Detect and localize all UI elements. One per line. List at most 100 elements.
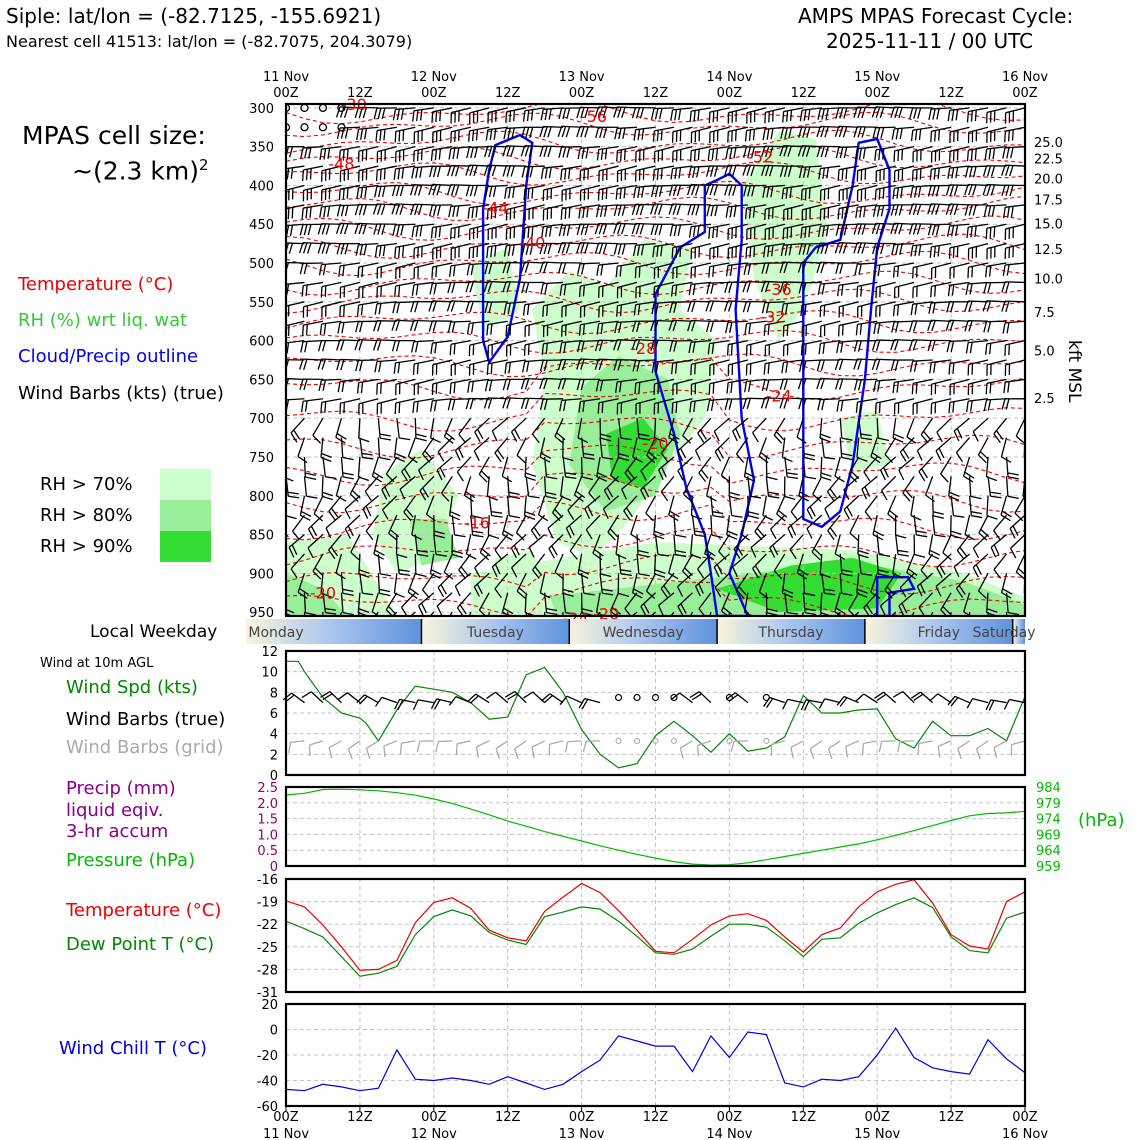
barb-flag — [435, 110, 438, 123]
barb-flag — [827, 748, 833, 760]
wind-barb — [338, 262, 360, 277]
barb-flag — [484, 263, 489, 275]
barb-flag — [565, 611, 577, 615]
barb-flag — [910, 304, 914, 316]
barb-flag — [875, 339, 881, 351]
wind-barb — [1004, 339, 1025, 356]
wind-barb — [744, 378, 767, 393]
wind-barb — [894, 515, 907, 539]
wind-barb — [653, 398, 675, 415]
barb-shaft — [302, 339, 323, 343]
barb-flag — [972, 567, 979, 578]
barb-shaft — [321, 242, 342, 245]
barb-shaft — [912, 242, 933, 247]
barb-flag — [733, 205, 737, 218]
wind-barb — [579, 301, 601, 318]
wind-barb — [761, 145, 785, 158]
barb-flag — [374, 361, 378, 373]
barb-flag — [580, 379, 585, 391]
barb-flag — [813, 548, 823, 557]
wind-barb — [364, 475, 379, 501]
barb-flag — [855, 693, 865, 702]
barb-flag — [716, 564, 723, 575]
barb-flag — [953, 514, 965, 518]
barb-flag — [876, 205, 881, 217]
barb-flag — [950, 301, 955, 313]
barb-flag — [894, 107, 899, 119]
temperature-contour-label: -20 — [593, 604, 619, 623]
barb-flag — [342, 472, 354, 476]
barb-flag — [760, 165, 766, 177]
barb-flag — [857, 107, 862, 118]
barb-shaft — [673, 515, 677, 536]
barb-flag — [760, 281, 766, 293]
barb-flag — [677, 470, 684, 481]
wind-barb — [650, 223, 674, 236]
barb-flag — [933, 246, 936, 258]
barb-shaft — [931, 398, 952, 404]
wind-barb — [417, 456, 435, 481]
wind-barb — [450, 126, 471, 143]
wind-barb — [964, 204, 989, 216]
barb-flag — [401, 471, 409, 482]
barb-flag — [286, 608, 295, 614]
barb-flag — [841, 592, 853, 597]
barb-flag — [802, 166, 807, 178]
barb-flag — [483, 281, 489, 293]
barb-flag — [986, 608, 998, 613]
wind-barb — [953, 553, 970, 578]
barb-shaft — [469, 146, 490, 149]
barb-flag — [1005, 301, 1010, 312]
barb-flag — [451, 321, 456, 333]
barb-flag — [372, 203, 378, 215]
barb-flag — [839, 107, 844, 119]
barb-shaft — [322, 456, 327, 477]
barb-flag — [848, 473, 858, 483]
barb-shaft — [339, 204, 360, 207]
barb-flag — [347, 525, 354, 537]
barb-shaft — [549, 693, 564, 704]
barb-flag — [412, 363, 415, 375]
barb-flag — [479, 551, 490, 561]
barb-shaft — [340, 146, 361, 151]
barb-flag — [602, 223, 608, 235]
barb-flag — [875, 359, 881, 371]
barb-flag — [915, 169, 918, 181]
barb-flag — [504, 690, 516, 698]
barb-flag — [561, 378, 567, 390]
calm-circle — [286, 123, 291, 132]
barb-flag — [853, 126, 858, 138]
wind-barb — [654, 534, 669, 557]
barb-shaft — [286, 437, 287, 439]
barb-flag — [600, 323, 604, 335]
barb-flag — [972, 184, 977, 196]
barb-shaft — [621, 475, 638, 490]
barb-flag — [669, 510, 680, 518]
barb-flag — [557, 126, 563, 137]
barb-shaft — [698, 592, 712, 610]
wind-barb — [577, 418, 589, 444]
barb-flag — [412, 699, 419, 711]
barb-flag — [578, 324, 582, 336]
barb-flag — [636, 321, 641, 333]
wind-barb — [432, 126, 453, 144]
barb-flag — [673, 301, 678, 313]
barb-flag — [805, 476, 817, 480]
barb-flag — [615, 188, 618, 200]
wind-barb — [965, 398, 989, 413]
barb-flag — [264, 283, 266, 294]
barb-flag — [430, 227, 434, 239]
barb-flag — [634, 382, 637, 395]
barb-flag — [545, 495, 557, 500]
wind-barb — [302, 301, 324, 318]
barb-flag — [977, 454, 987, 464]
barb-flag — [803, 700, 810, 711]
barb-flag — [383, 168, 386, 180]
barb-flag — [563, 342, 567, 354]
barb-flag — [419, 225, 423, 237]
panel-tick-label: 2 — [270, 748, 278, 763]
bottom-time-tick: 12Z — [347, 1110, 373, 1125]
barb-flag — [344, 508, 351, 520]
wind-barb — [688, 223, 712, 238]
barb-shaft — [364, 475, 379, 492]
